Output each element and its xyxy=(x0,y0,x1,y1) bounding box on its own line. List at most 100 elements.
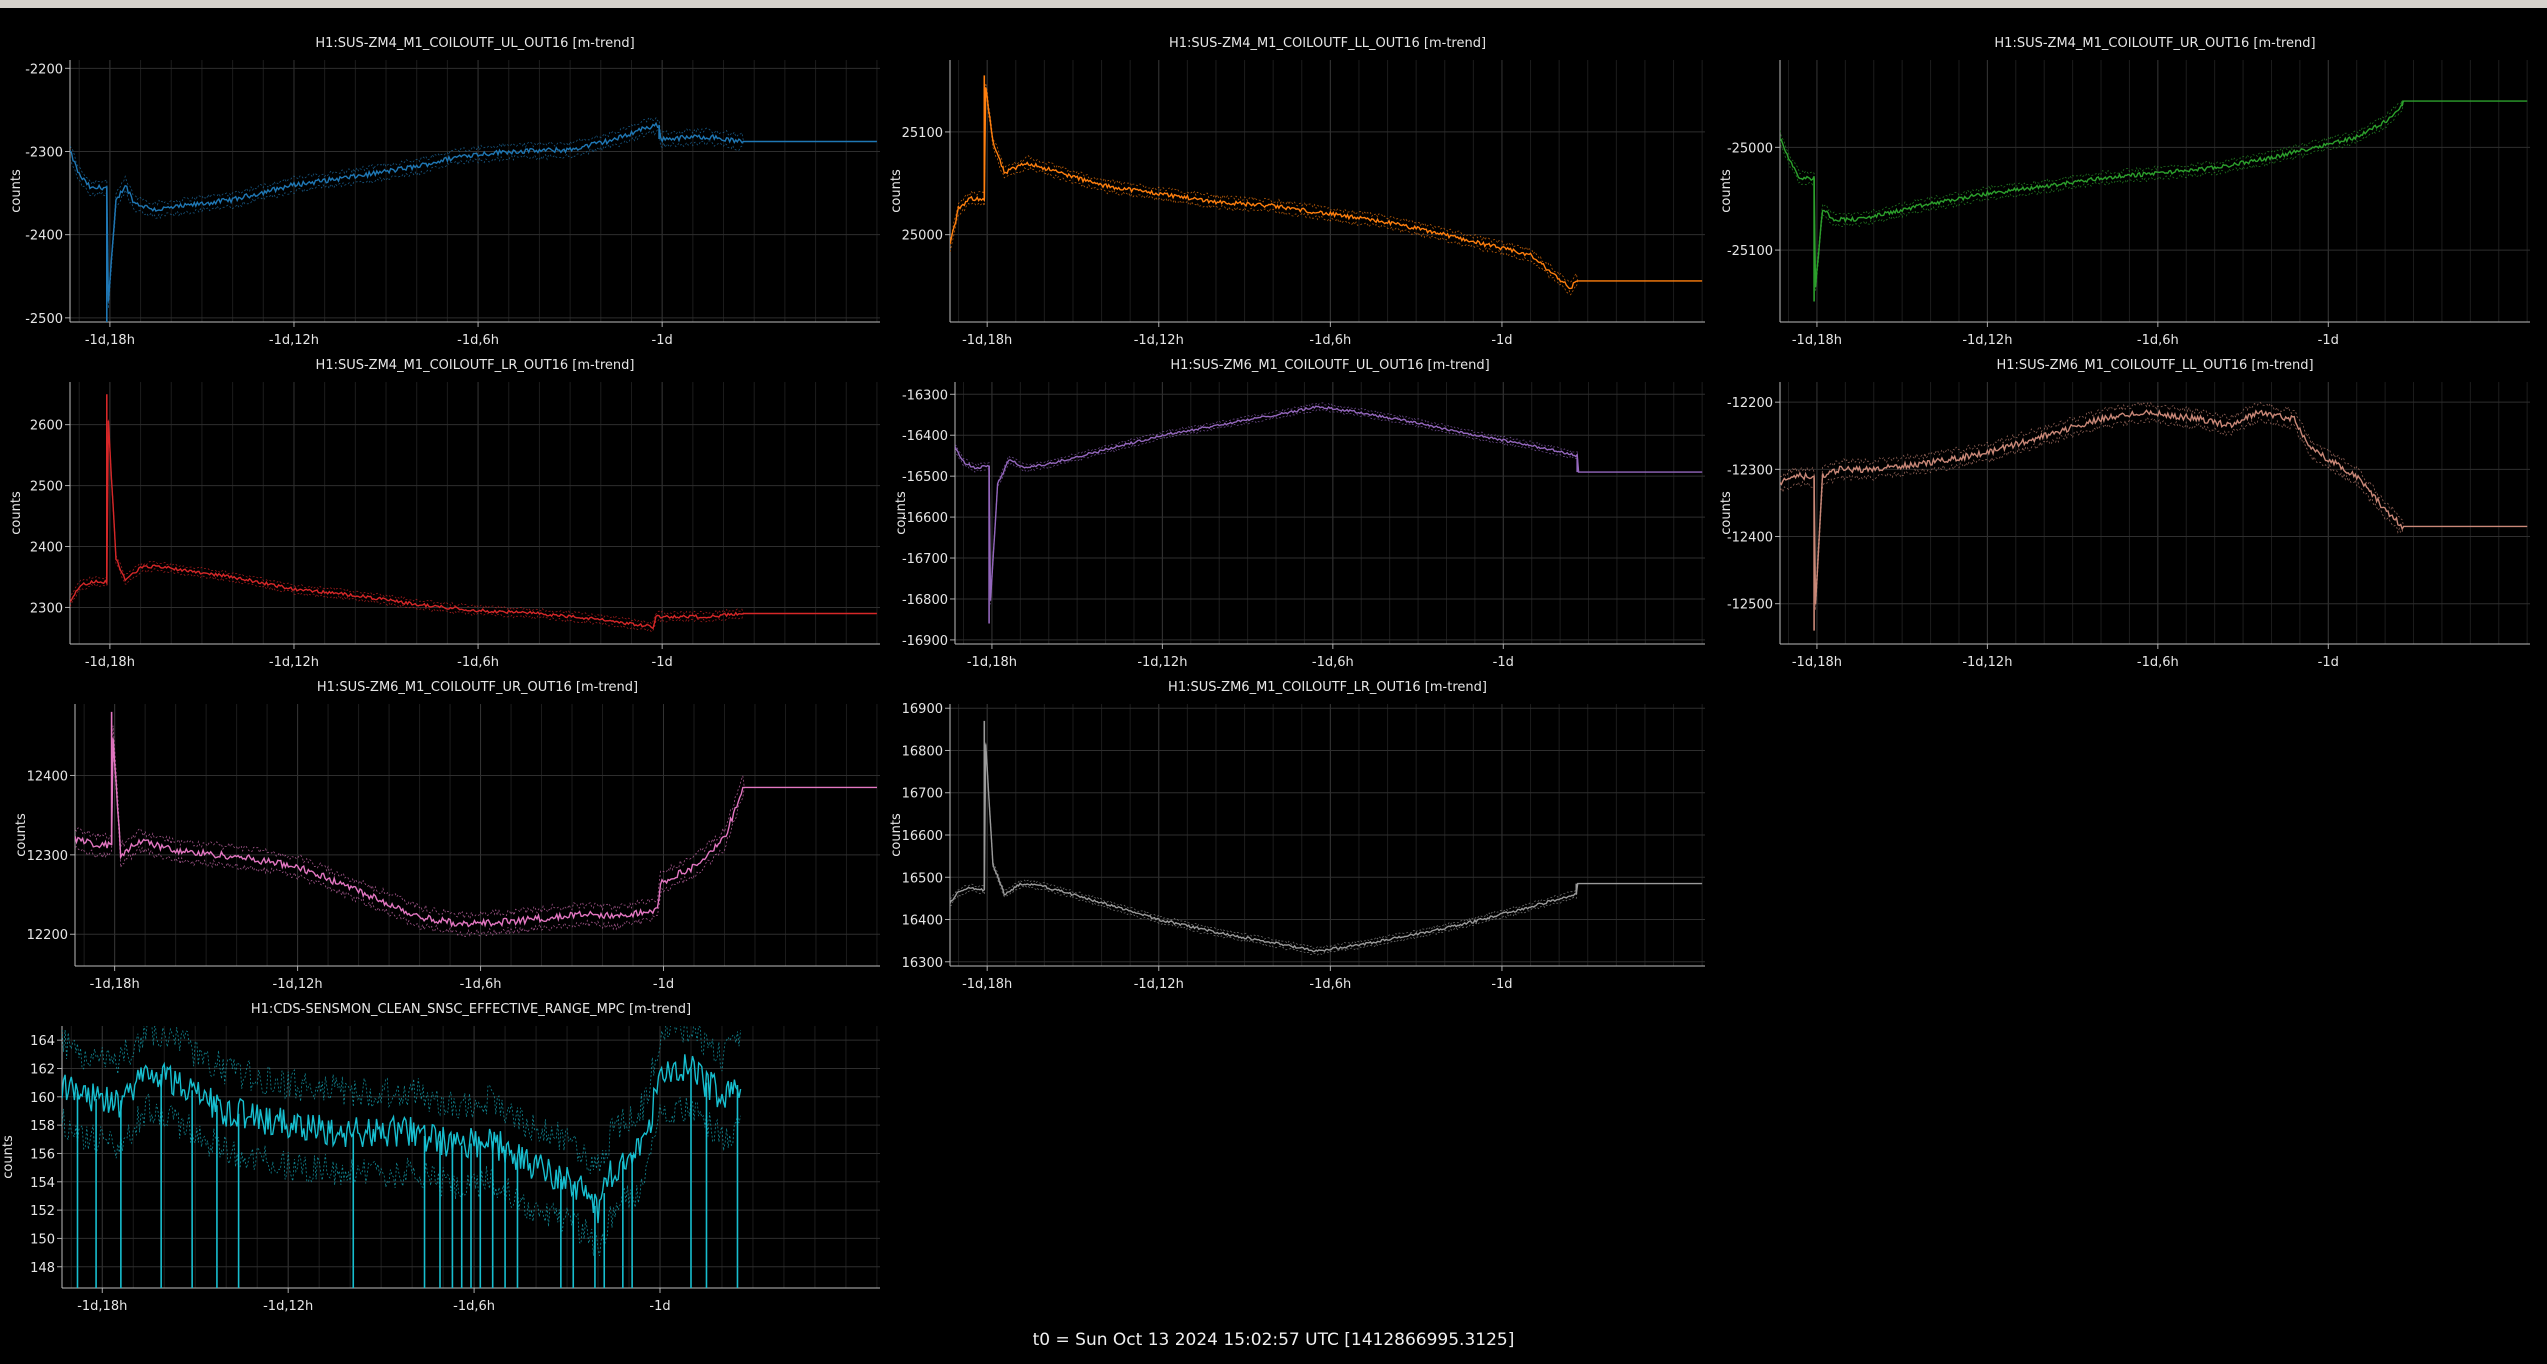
x-tick-label: -1d,6h xyxy=(1312,655,1354,670)
chart-panel-8: H1:SUS-ZM6_M1_COILOUTF_LR_OUT16 [m-trend… xyxy=(889,680,1705,992)
chart-panel-7: H1:SUS-ZM6_M1_COILOUTF_UR_OUT16 [m-trend… xyxy=(14,680,880,992)
y-tick-label: 2600 xyxy=(30,419,63,434)
series-group xyxy=(1780,99,2528,302)
y-tick-label: 16700 xyxy=(902,787,943,802)
series-line xyxy=(1780,409,2528,605)
series-min-envelope xyxy=(955,408,1703,605)
series-group xyxy=(75,711,877,937)
series-line xyxy=(1780,100,2528,288)
series-line xyxy=(75,738,877,928)
x-tick-label: -1d xyxy=(1491,333,1512,348)
x-tick-label: -1d,18h xyxy=(962,333,1012,348)
chart-panel-1: H1:SUS-ZM4_M1_COILOUTF_UL_OUT16 [m-trend… xyxy=(9,36,880,348)
series-line xyxy=(950,87,1703,290)
y-tick-label: 25100 xyxy=(902,126,943,141)
x-tick-label: -1d xyxy=(2318,333,2339,348)
y-tick-label: -12500 xyxy=(1727,598,1773,613)
series-min-envelope xyxy=(950,747,1703,956)
x-tick-label: -1d,12h xyxy=(269,333,319,348)
y-tick-label: -25100 xyxy=(1727,244,1773,259)
y-axis-label: counts xyxy=(1,1135,16,1179)
x-tick-label: -1d,18h xyxy=(1792,655,1842,670)
y-tick-label: 158 xyxy=(30,1119,55,1134)
series-step xyxy=(1813,477,1815,631)
series-min-envelope xyxy=(950,90,1703,296)
y-tick-label: 154 xyxy=(30,1176,55,1191)
y-tick-label: -16700 xyxy=(902,552,948,567)
series-group xyxy=(70,116,877,322)
y-tick-label: -16900 xyxy=(902,634,948,649)
x-tick-label: -1d,6h xyxy=(453,1299,495,1314)
x-tick-label: -1d,12h xyxy=(1137,655,1187,670)
x-tick-label: -1d,18h xyxy=(90,977,140,992)
y-tick-label: 164 xyxy=(30,1034,55,1049)
x-tick-label: -1d,6h xyxy=(2137,655,2179,670)
y-tick-label: -12200 xyxy=(1727,396,1773,411)
x-tick-label: -1d xyxy=(652,333,673,348)
series-group xyxy=(955,402,1703,624)
x-tick-label: -1d,6h xyxy=(1309,333,1351,348)
y-tick-label: -2400 xyxy=(25,229,63,244)
x-tick-label: -1d,18h xyxy=(967,655,1017,670)
y-tick-label: -2200 xyxy=(25,62,63,77)
y-tick-label: -12300 xyxy=(1727,463,1773,478)
window-top-bar xyxy=(0,0,2547,8)
chart-title: H1:SUS-ZM6_M1_COILOUTF_LL_OUT16 [m-trend… xyxy=(1996,358,2313,373)
y-tick-label: 16900 xyxy=(902,702,943,717)
series-line xyxy=(62,1054,742,1224)
x-tick-label: -1d,12h xyxy=(1134,977,1184,992)
y-tick-label: 156 xyxy=(30,1147,55,1162)
series-max-envelope xyxy=(70,418,877,625)
y-tick-label: -16300 xyxy=(902,388,948,403)
x-tick-label: -1d,6h xyxy=(460,977,502,992)
y-axis-label: counts xyxy=(894,491,909,535)
x-tick-label: -1d,12h xyxy=(1962,333,2012,348)
chart-title: H1:SUS-ZM4_M1_COILOUTF_LL_OUT16 [m-trend… xyxy=(1169,36,1486,51)
y-tick-label: 16500 xyxy=(902,871,943,886)
x-tick-label: -1d,12h xyxy=(273,977,323,992)
series-min-envelope xyxy=(1780,416,2528,611)
x-tick-label: -1d,18h xyxy=(85,655,135,670)
x-tick-label: -1d,12h xyxy=(1962,655,2012,670)
chart-panel-2: H1:SUS-ZM4_M1_COILOUTF_LL_OUT16 [m-trend… xyxy=(889,36,1705,348)
y-tick-label: 16800 xyxy=(902,744,943,759)
series-group xyxy=(62,1026,742,1288)
y-tick-label: 16400 xyxy=(902,914,943,929)
series-min-envelope xyxy=(75,745,877,937)
y-tick-label: 12400 xyxy=(27,769,68,784)
series-group xyxy=(70,394,877,633)
series-min-envelope xyxy=(70,425,877,633)
series-max-envelope xyxy=(75,725,877,920)
y-axis-label: counts xyxy=(9,491,24,535)
y-tick-label: -2300 xyxy=(25,145,63,160)
y-tick-label: 148 xyxy=(30,1261,55,1276)
series-line xyxy=(70,121,877,302)
chart-title: H1:SUS-ZM4_M1_COILOUTF_LR_OUT16 [m-trend… xyxy=(316,358,635,373)
chart-panel-5: H1:SUS-ZM6_M1_COILOUTF_UL_OUT16 [m-trend… xyxy=(894,358,1705,670)
series-min-envelope xyxy=(1780,100,2528,292)
series-line xyxy=(70,420,877,630)
y-tick-label: 160 xyxy=(30,1091,55,1106)
series-max-envelope xyxy=(955,402,1703,598)
x-tick-label: -1d xyxy=(2318,655,2339,670)
y-tick-label: 16600 xyxy=(902,829,943,844)
x-tick-label: -1d,6h xyxy=(457,333,499,348)
y-tick-label: 12200 xyxy=(27,928,68,943)
series-max-envelope xyxy=(70,116,877,296)
y-tick-label: -12400 xyxy=(1727,531,1773,546)
time-origin-label: t0 = Sun Oct 13 2024 15:02:57 UTC [14128… xyxy=(1032,1330,1515,1350)
chart-title: H1:SUS-ZM6_M1_COILOUTF_UR_OUT16 [m-trend… xyxy=(317,680,638,695)
y-tick-label: -16800 xyxy=(902,593,948,608)
series-group xyxy=(950,75,1703,296)
x-tick-label: -1d xyxy=(653,977,674,992)
chart-title: H1:SUS-ZM4_M1_COILOUTF_UR_OUT16 [m-trend… xyxy=(1994,36,2315,51)
x-tick-label: -1d,18h xyxy=(962,977,1012,992)
x-tick-label: -1d xyxy=(652,655,673,670)
x-tick-label: -1d,18h xyxy=(77,1299,127,1314)
x-tick-label: -1d,6h xyxy=(2137,333,2179,348)
y-tick-label: -16500 xyxy=(902,470,948,485)
x-tick-label: -1d,6h xyxy=(457,655,499,670)
chart-title: H1:SUS-ZM6_M1_COILOUTF_LR_OUT16 [m-trend… xyxy=(1168,680,1487,695)
series-max-envelope xyxy=(950,741,1703,950)
series-max-envelope xyxy=(950,83,1703,283)
